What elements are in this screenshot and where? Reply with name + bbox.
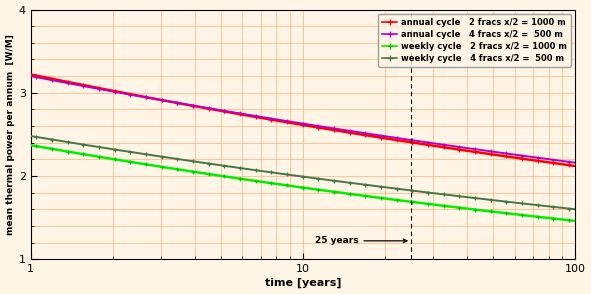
Y-axis label: mean thermal power per annum  [W/M]: mean thermal power per annum [W/M] <box>5 34 15 235</box>
Text: 25 years: 25 years <box>315 236 407 245</box>
X-axis label: time [years]: time [years] <box>265 278 341 288</box>
Legend: annual cycle   2 fracs x/2 = 1000 m, annual cycle   4 fracs x/2 =  500 m, weekly: annual cycle 2 fracs x/2 = 1000 m, annua… <box>378 14 571 67</box>
